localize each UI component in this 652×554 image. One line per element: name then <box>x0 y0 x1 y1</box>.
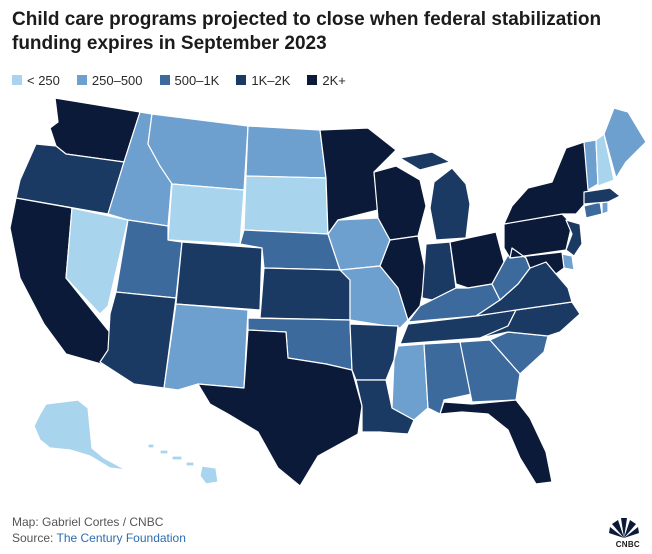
footer: Map: Gabriel Cortes / CNBC Source: The C… <box>12 514 186 546</box>
source-link[interactable]: The Century Foundation <box>56 531 186 545</box>
legend-item-under-250: < 250 <box>12 73 60 88</box>
state-FL <box>439 399 553 485</box>
state-IA <box>327 217 391 271</box>
legend-label: 2K+ <box>322 72 346 88</box>
legend-swatch <box>307 75 318 85</box>
state-AK <box>33 399 127 471</box>
map-credit: Map: Gabriel Cortes / CNBC <box>12 515 164 529</box>
state-CO <box>175 241 263 311</box>
state-NY <box>503 141 591 225</box>
legend-label: 250–500 <box>91 72 143 88</box>
state-NC <box>479 301 581 339</box>
state-NV <box>65 207 129 315</box>
state-AR <box>349 323 399 381</box>
state-TX <box>197 329 363 487</box>
state-SD <box>243 175 329 235</box>
legend-label: < 250 <box>27 72 60 88</box>
state-NM <box>163 303 249 391</box>
map-svg <box>9 97 647 487</box>
legend-item-2k-plus: 2K+ <box>307 73 346 88</box>
state-KS <box>259 267 351 321</box>
legend-item-500-1k: 500–1K <box>159 72 220 88</box>
state-WY <box>167 183 245 245</box>
legend-swatch <box>12 75 22 85</box>
state-SC <box>489 331 549 375</box>
legend-item-250-500: 250–500 <box>76 72 143 88</box>
state-NH <box>595 133 615 187</box>
us-choropleth-map <box>0 88 652 508</box>
state-ND <box>245 125 327 179</box>
state-CT <box>583 201 603 219</box>
chart-title: Child care programs projected to close w… <box>12 9 602 54</box>
legend-swatch <box>159 75 170 85</box>
legend-label: 1K–2K <box>251 72 291 88</box>
state-LA <box>355 379 415 435</box>
state-GA <box>459 339 521 403</box>
state-HI <box>147 443 219 485</box>
legend-swatch <box>236 75 247 85</box>
source-line: Source: The Century Foundation <box>12 530 186 546</box>
state-MS <box>391 343 429 421</box>
state-WI <box>373 165 427 241</box>
cnbc-logo-text: CNBC <box>615 540 640 549</box>
legend: < 250 250–500 500–1K 1K–2K 2K+ <box>12 70 363 90</box>
source-label: Source: <box>12 531 54 545</box>
state-MI <box>399 151 471 241</box>
state-RI <box>601 201 609 215</box>
legend-swatch <box>76 75 87 85</box>
state-NJ <box>565 219 583 257</box>
legend-label: 500–1K <box>174 72 220 88</box>
cnbc-peacock-logo <box>609 518 639 538</box>
legend-item-1k-2k: 1K–2K <box>236 73 290 88</box>
state-MD <box>509 247 565 275</box>
state-AZ <box>99 291 177 389</box>
state-ME <box>603 107 647 179</box>
state-MA <box>583 187 621 205</box>
